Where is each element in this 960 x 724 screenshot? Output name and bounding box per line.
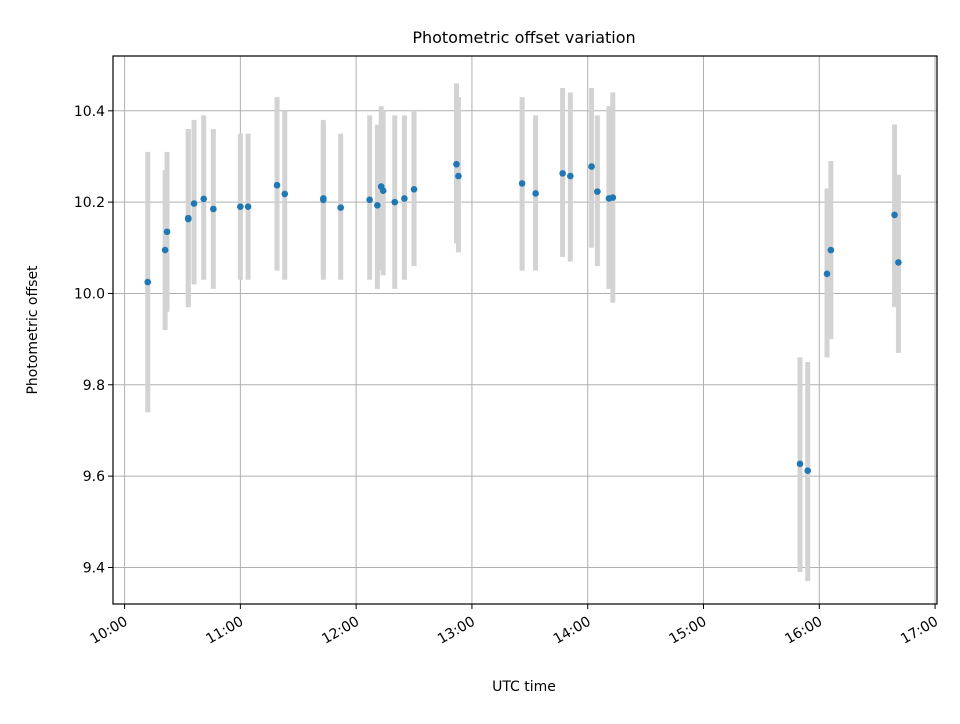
data-point bbox=[374, 202, 381, 209]
data-point bbox=[891, 211, 898, 219]
data-point bbox=[567, 172, 574, 180]
chart-title: Photometric offset variation bbox=[412, 28, 635, 47]
data-point bbox=[455, 172, 462, 180]
data-point bbox=[244, 203, 252, 210]
data-point bbox=[588, 163, 595, 170]
data-point bbox=[237, 203, 244, 210]
x-tick-label: 15:00 bbox=[667, 614, 710, 648]
data-point bbox=[281, 190, 289, 198]
data-point bbox=[391, 198, 399, 206]
data-point bbox=[609, 194, 617, 201]
data-point bbox=[410, 186, 418, 193]
x-axis-ticks: 10:00 11:00 12:00 13:00 14:00 15:00 16:00 17:00 bbox=[88, 604, 941, 648]
data-points bbox=[144, 160, 902, 474]
data-point bbox=[210, 205, 217, 213]
y-tick-label: 9.8 bbox=[83, 378, 105, 394]
y-tick-label: 10.0 bbox=[74, 286, 105, 302]
grid-lines bbox=[113, 56, 937, 604]
x-tick-label: 17:00 bbox=[898, 614, 941, 648]
x-tick-label: 11:00 bbox=[203, 614, 246, 648]
data-point bbox=[184, 214, 192, 222]
data-point bbox=[320, 196, 327, 204]
plot-frame bbox=[112, 55, 938, 605]
y-tick-label: 9.6 bbox=[83, 469, 105, 485]
data-point bbox=[273, 181, 281, 189]
x-tick-label: 13:00 bbox=[435, 614, 478, 648]
error-bars bbox=[145, 83, 901, 582]
x-tick-label: 12:00 bbox=[319, 614, 362, 648]
data-point bbox=[144, 278, 152, 286]
data-point bbox=[379, 187, 387, 195]
data-point bbox=[532, 190, 539, 197]
data-point bbox=[163, 228, 171, 236]
data-point bbox=[453, 160, 460, 168]
x-tick-label: 14:00 bbox=[551, 614, 594, 648]
y-axis-label: Photometric offset bbox=[25, 265, 41, 395]
y-axis-ticks: 9.4 9.6 9.8 10.0 10.2 10.4 bbox=[74, 104, 113, 576]
x-tick-label: 10:00 bbox=[88, 614, 131, 648]
data-point bbox=[823, 270, 831, 278]
y-tick-label: 9.4 bbox=[83, 560, 105, 576]
data-point bbox=[804, 467, 812, 474]
y-tick-label: 10.2 bbox=[74, 195, 105, 211]
data-point bbox=[796, 460, 804, 468]
data-point bbox=[594, 188, 601, 195]
data-point bbox=[518, 180, 526, 187]
data-point bbox=[161, 246, 169, 254]
data-point bbox=[200, 195, 207, 203]
data-point bbox=[401, 195, 408, 202]
data-point bbox=[827, 246, 835, 254]
data-point bbox=[366, 196, 373, 204]
y-tick-label: 10.4 bbox=[74, 104, 105, 120]
x-tick-label: 16:00 bbox=[782, 614, 825, 648]
data-point bbox=[559, 170, 566, 177]
data-point bbox=[337, 204, 345, 211]
data-point bbox=[895, 259, 902, 266]
x-axis-label: UTC time bbox=[492, 679, 556, 695]
data-point bbox=[190, 200, 198, 207]
